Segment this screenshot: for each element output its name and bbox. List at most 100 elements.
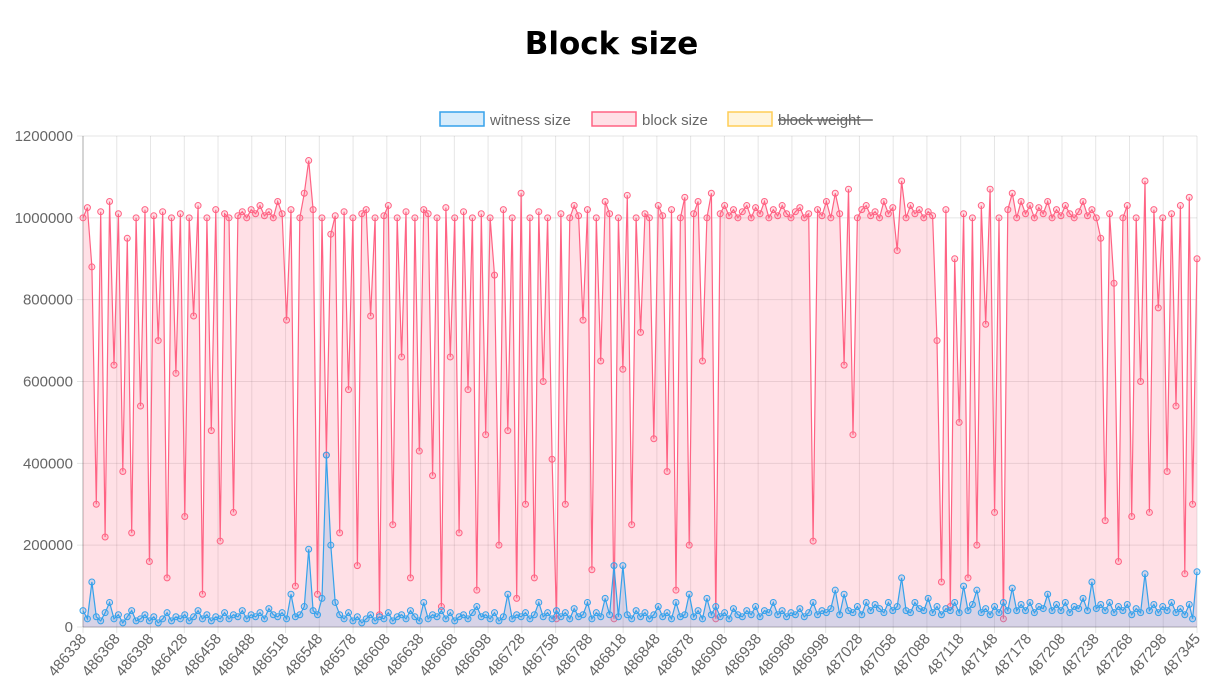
block-size-point bbox=[380, 212, 388, 220]
witness-size-point bbox=[327, 541, 335, 549]
witness-size-point bbox=[752, 603, 760, 611]
witness-size-point bbox=[561, 609, 569, 617]
witness-size-point bbox=[137, 615, 145, 623]
witness-size-point bbox=[544, 609, 552, 617]
block-size-point bbox=[207, 427, 215, 435]
witness-size-point bbox=[1128, 611, 1136, 619]
block-size-point bbox=[845, 185, 853, 193]
witness-size-point bbox=[889, 607, 897, 615]
witness-size-point bbox=[623, 611, 631, 619]
witness-size-point bbox=[238, 607, 246, 615]
block-size-point bbox=[1097, 234, 1105, 242]
block-size-point bbox=[1008, 189, 1016, 197]
witness-size-point bbox=[769, 598, 777, 606]
block-size-point bbox=[243, 214, 251, 222]
block-size-point bbox=[937, 578, 945, 586]
block-size-point bbox=[278, 210, 286, 218]
block-size-point bbox=[229, 508, 237, 516]
witness-size-point bbox=[1026, 598, 1034, 606]
legend-swatch bbox=[727, 111, 773, 127]
witness-size-point bbox=[278, 609, 286, 617]
block-size-point bbox=[614, 214, 622, 222]
block-size-point bbox=[375, 611, 383, 619]
block-size-point bbox=[783, 210, 791, 218]
block-size-point bbox=[787, 214, 795, 222]
block-size-point bbox=[97, 208, 105, 216]
witness-size-point bbox=[1137, 609, 1145, 617]
witness-size-point bbox=[756, 613, 764, 621]
witness-size-point bbox=[1193, 568, 1201, 576]
witness-size-point bbox=[973, 586, 981, 594]
block-size-point bbox=[482, 431, 490, 439]
witness-size-point bbox=[690, 613, 698, 621]
witness-size-point bbox=[592, 609, 600, 617]
block-size-point bbox=[597, 357, 605, 365]
witness-size-point bbox=[1106, 598, 1114, 606]
witness-size-point bbox=[645, 615, 653, 623]
block-size-point bbox=[393, 214, 401, 222]
witness-size-point bbox=[765, 609, 773, 617]
witness-size-point bbox=[415, 617, 423, 625]
block-size-point bbox=[681, 193, 689, 201]
block-size-point bbox=[522, 500, 530, 508]
block-size-point bbox=[1026, 202, 1034, 210]
witness-size-point bbox=[583, 598, 591, 606]
block-size-point bbox=[504, 427, 512, 435]
witness-size-point bbox=[256, 609, 264, 617]
witness-size-point bbox=[482, 611, 490, 619]
witness-size-point bbox=[637, 613, 645, 621]
block-size-point bbox=[234, 212, 242, 220]
block-size-point bbox=[1132, 214, 1140, 222]
block-size-point bbox=[570, 202, 578, 210]
witness-size-point bbox=[871, 600, 879, 608]
y-tick-label: 400000 bbox=[23, 455, 73, 472]
witness-size-point bbox=[1066, 609, 1074, 617]
witness-size-point bbox=[840, 590, 848, 598]
witness-size-point bbox=[252, 613, 260, 621]
block-size-point bbox=[486, 214, 494, 222]
witness-size-point bbox=[114, 611, 122, 619]
block-size-point bbox=[106, 197, 114, 205]
block-size-point bbox=[221, 210, 229, 218]
block-size-point bbox=[424, 210, 432, 218]
witness-size-point bbox=[911, 598, 919, 606]
witness-size-point bbox=[659, 613, 667, 621]
witness-size-point bbox=[340, 615, 348, 623]
witness-size-point bbox=[986, 611, 994, 619]
block-size-point bbox=[906, 202, 914, 210]
block-size-point bbox=[840, 361, 848, 369]
block-size-point bbox=[672, 586, 680, 594]
witness-size-point bbox=[473, 603, 481, 611]
witness-size-point bbox=[526, 615, 534, 623]
witness-size-point bbox=[406, 607, 414, 615]
block-size-point bbox=[1159, 214, 1167, 222]
block-size-point bbox=[752, 204, 760, 212]
witness-size-point bbox=[721, 609, 729, 617]
witness-size-point bbox=[712, 603, 720, 611]
block-size-point bbox=[1057, 212, 1065, 220]
witness-size-point bbox=[358, 619, 366, 627]
witness-size-point bbox=[491, 609, 499, 617]
block-size-point bbox=[1137, 378, 1145, 385]
block-size-point bbox=[132, 214, 140, 222]
block-size-point bbox=[287, 206, 295, 214]
block-size-point bbox=[778, 202, 786, 210]
block-size-point bbox=[650, 435, 658, 443]
block-size-point bbox=[831, 189, 839, 197]
witness-size-point bbox=[982, 605, 990, 613]
block-size-point bbox=[898, 177, 906, 185]
block-size-point bbox=[252, 210, 260, 218]
block-size-point bbox=[535, 208, 543, 216]
witness-size-point bbox=[853, 603, 861, 611]
witness-size-point bbox=[243, 615, 251, 623]
block-size-point bbox=[371, 214, 379, 222]
witness-size-point bbox=[663, 609, 671, 617]
witness-size-point bbox=[650, 611, 658, 619]
witness-size-point bbox=[384, 609, 392, 617]
block-size-point bbox=[420, 206, 428, 214]
witness-size-point bbox=[570, 605, 578, 613]
witness-size-point bbox=[929, 609, 937, 617]
block-size-point bbox=[101, 533, 109, 541]
block-size-point bbox=[566, 214, 574, 222]
witness-size-point bbox=[504, 590, 512, 598]
